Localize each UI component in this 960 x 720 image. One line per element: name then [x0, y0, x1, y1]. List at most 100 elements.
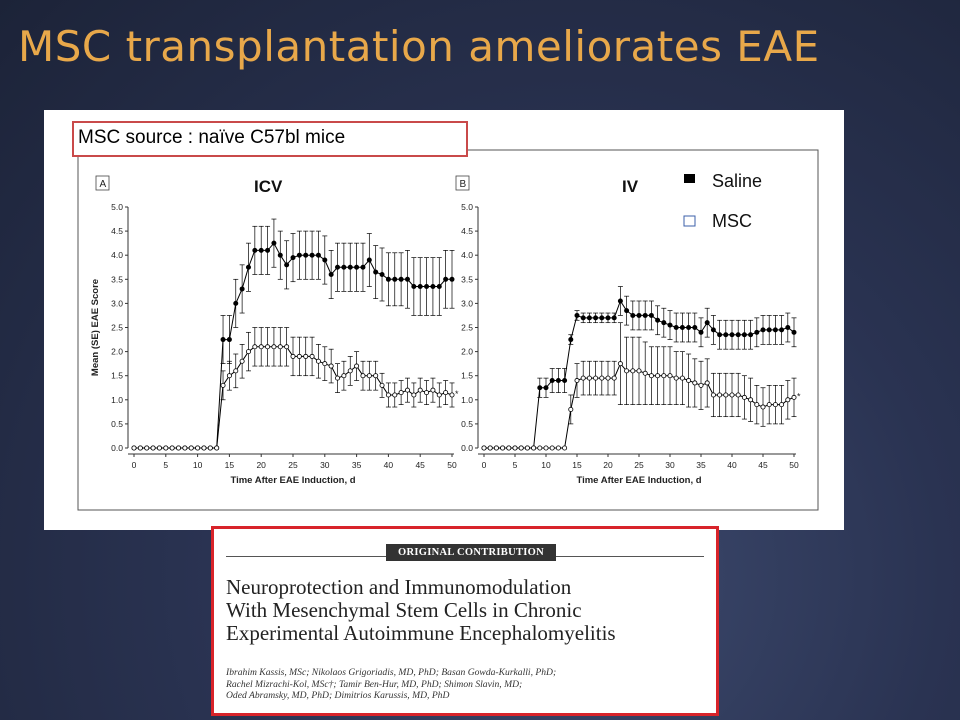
- data-point-msc: [506, 445, 512, 451]
- data-point-msc: [741, 394, 747, 400]
- y-tick-label: 2.5: [111, 323, 123, 333]
- data-point-saline: [335, 264, 341, 270]
- panel-title: IV: [622, 177, 639, 196]
- data-point-saline: [290, 255, 296, 261]
- article-title-line: With Mesenchymal Stem Cells in Chronic: [226, 598, 582, 622]
- data-point-msc: [791, 394, 797, 400]
- data-point-saline: [277, 252, 283, 258]
- data-point-saline: [379, 271, 385, 277]
- data-point-msc: [574, 378, 580, 384]
- data-point-msc: [226, 373, 232, 379]
- data-point-saline: [392, 276, 398, 282]
- figure-panel: A ICV 0.0 0.5 1.0 1.5 2.0 2.5 3.0 3.5 4.0 4.5 5.0 0 5 1…: [44, 110, 844, 530]
- data-point-saline: [611, 315, 617, 321]
- article-authors: Ibrahim Kassis, MSc; Nikolaos Grigoriadi…: [226, 667, 706, 702]
- x-axis-label: Time After EAE Induction, d: [230, 475, 355, 486]
- data-point-saline: [692, 324, 698, 330]
- data-point-saline: [328, 271, 334, 277]
- data-point-saline: [673, 324, 679, 330]
- x-tick-label: 10: [541, 460, 551, 470]
- x-tick-label: 20: [603, 460, 613, 470]
- x-tick-label: 15: [572, 460, 582, 470]
- data-point-saline: [360, 264, 366, 270]
- panel-letter: A: [100, 179, 107, 190]
- data-point-msc: [772, 402, 778, 408]
- x-tick-label: 0: [132, 460, 137, 470]
- data-point-saline: [624, 308, 630, 314]
- y-tick-label: 4.0: [461, 250, 473, 260]
- data-point-msc: [303, 353, 309, 359]
- data-point-msc: [430, 387, 436, 393]
- data-point-msc: [188, 445, 194, 451]
- panel-letter: B: [460, 179, 467, 190]
- data-point-msc: [411, 392, 417, 398]
- data-point-msc: [686, 378, 692, 384]
- data-point-msc: [617, 361, 623, 367]
- x-tick-label: 45: [415, 460, 425, 470]
- data-point-saline: [574, 312, 580, 318]
- data-point-msc: [214, 445, 220, 451]
- data-point-saline: [661, 320, 667, 326]
- data-point-msc: [296, 353, 302, 359]
- data-point-saline: [785, 324, 791, 330]
- data-point-msc: [655, 373, 661, 379]
- x-tick-label: 50: [789, 460, 799, 470]
- data-point-msc: [417, 387, 423, 393]
- x-axis-label: Time After EAE Induction, d: [576, 475, 701, 486]
- x-tick-label: 35: [352, 460, 362, 470]
- data-point-saline: [704, 320, 710, 326]
- data-point-saline: [404, 276, 410, 282]
- data-point-saline: [779, 327, 785, 333]
- data-point-msc: [354, 363, 360, 369]
- y-tick-label: 2.5: [461, 323, 473, 333]
- data-point-msc: [258, 344, 264, 350]
- data-point-msc: [449, 392, 455, 398]
- data-point-saline: [373, 269, 379, 275]
- data-point-msc: [580, 375, 586, 381]
- data-point-msc: [568, 406, 574, 412]
- y-tick-label: 0.0: [111, 443, 123, 453]
- data-point-msc: [512, 445, 518, 451]
- data-point-saline: [735, 332, 741, 338]
- data-point-saline: [593, 315, 599, 321]
- data-point-msc: [404, 387, 410, 393]
- data-point-saline: [398, 276, 404, 282]
- data-point-msc: [424, 390, 430, 396]
- data-point-saline: [315, 252, 321, 258]
- data-point-msc: [624, 368, 630, 374]
- data-point-msc: [385, 392, 391, 398]
- article-author-line: Oded Abramsky, MD, PhD; Dimitrios Karuss…: [226, 690, 450, 701]
- data-point-msc: [169, 445, 175, 451]
- data-point-msc: [328, 363, 334, 369]
- y-tick-label: 3.0: [461, 298, 473, 308]
- data-point-saline: [233, 300, 239, 306]
- data-point-msc: [636, 368, 642, 374]
- data-point-saline: [239, 286, 245, 292]
- article-excerpt: ORIGINAL CONTRIBUTION Neuroprotection an…: [211, 526, 719, 716]
- data-point-msc: [201, 445, 207, 451]
- panel-letter-box: [95, 175, 110, 191]
- data-point-saline: [354, 264, 360, 270]
- data-point-msc: [518, 445, 524, 451]
- y-tick-label: 0.5: [111, 419, 123, 429]
- data-point-saline: [449, 276, 455, 282]
- data-point-saline: [411, 284, 417, 290]
- data-point-msc: [335, 375, 341, 381]
- data-point-saline: [686, 324, 692, 330]
- data-point-saline: [322, 257, 328, 263]
- data-point-msc: [537, 445, 543, 451]
- data-point-msc: [593, 375, 599, 381]
- data-point-msc: [392, 392, 398, 398]
- data-point-msc: [779, 402, 785, 408]
- y-axis-label: Mean (SE) EAE Score: [90, 279, 101, 376]
- data-point-msc: [315, 358, 321, 364]
- data-point-saline: [667, 322, 673, 328]
- y-tick-label: 3.0: [111, 298, 123, 308]
- data-point-saline: [599, 315, 605, 321]
- msc-source-box: MSC source : naïve C57bl mice: [72, 121, 468, 157]
- data-point-saline: [296, 252, 302, 258]
- article-title-line: Neuroprotection and Immunomodulation: [226, 575, 572, 599]
- data-point-msc: [341, 373, 347, 379]
- data-point-saline: [766, 327, 772, 333]
- legend-saline-label: Saline: [712, 171, 762, 191]
